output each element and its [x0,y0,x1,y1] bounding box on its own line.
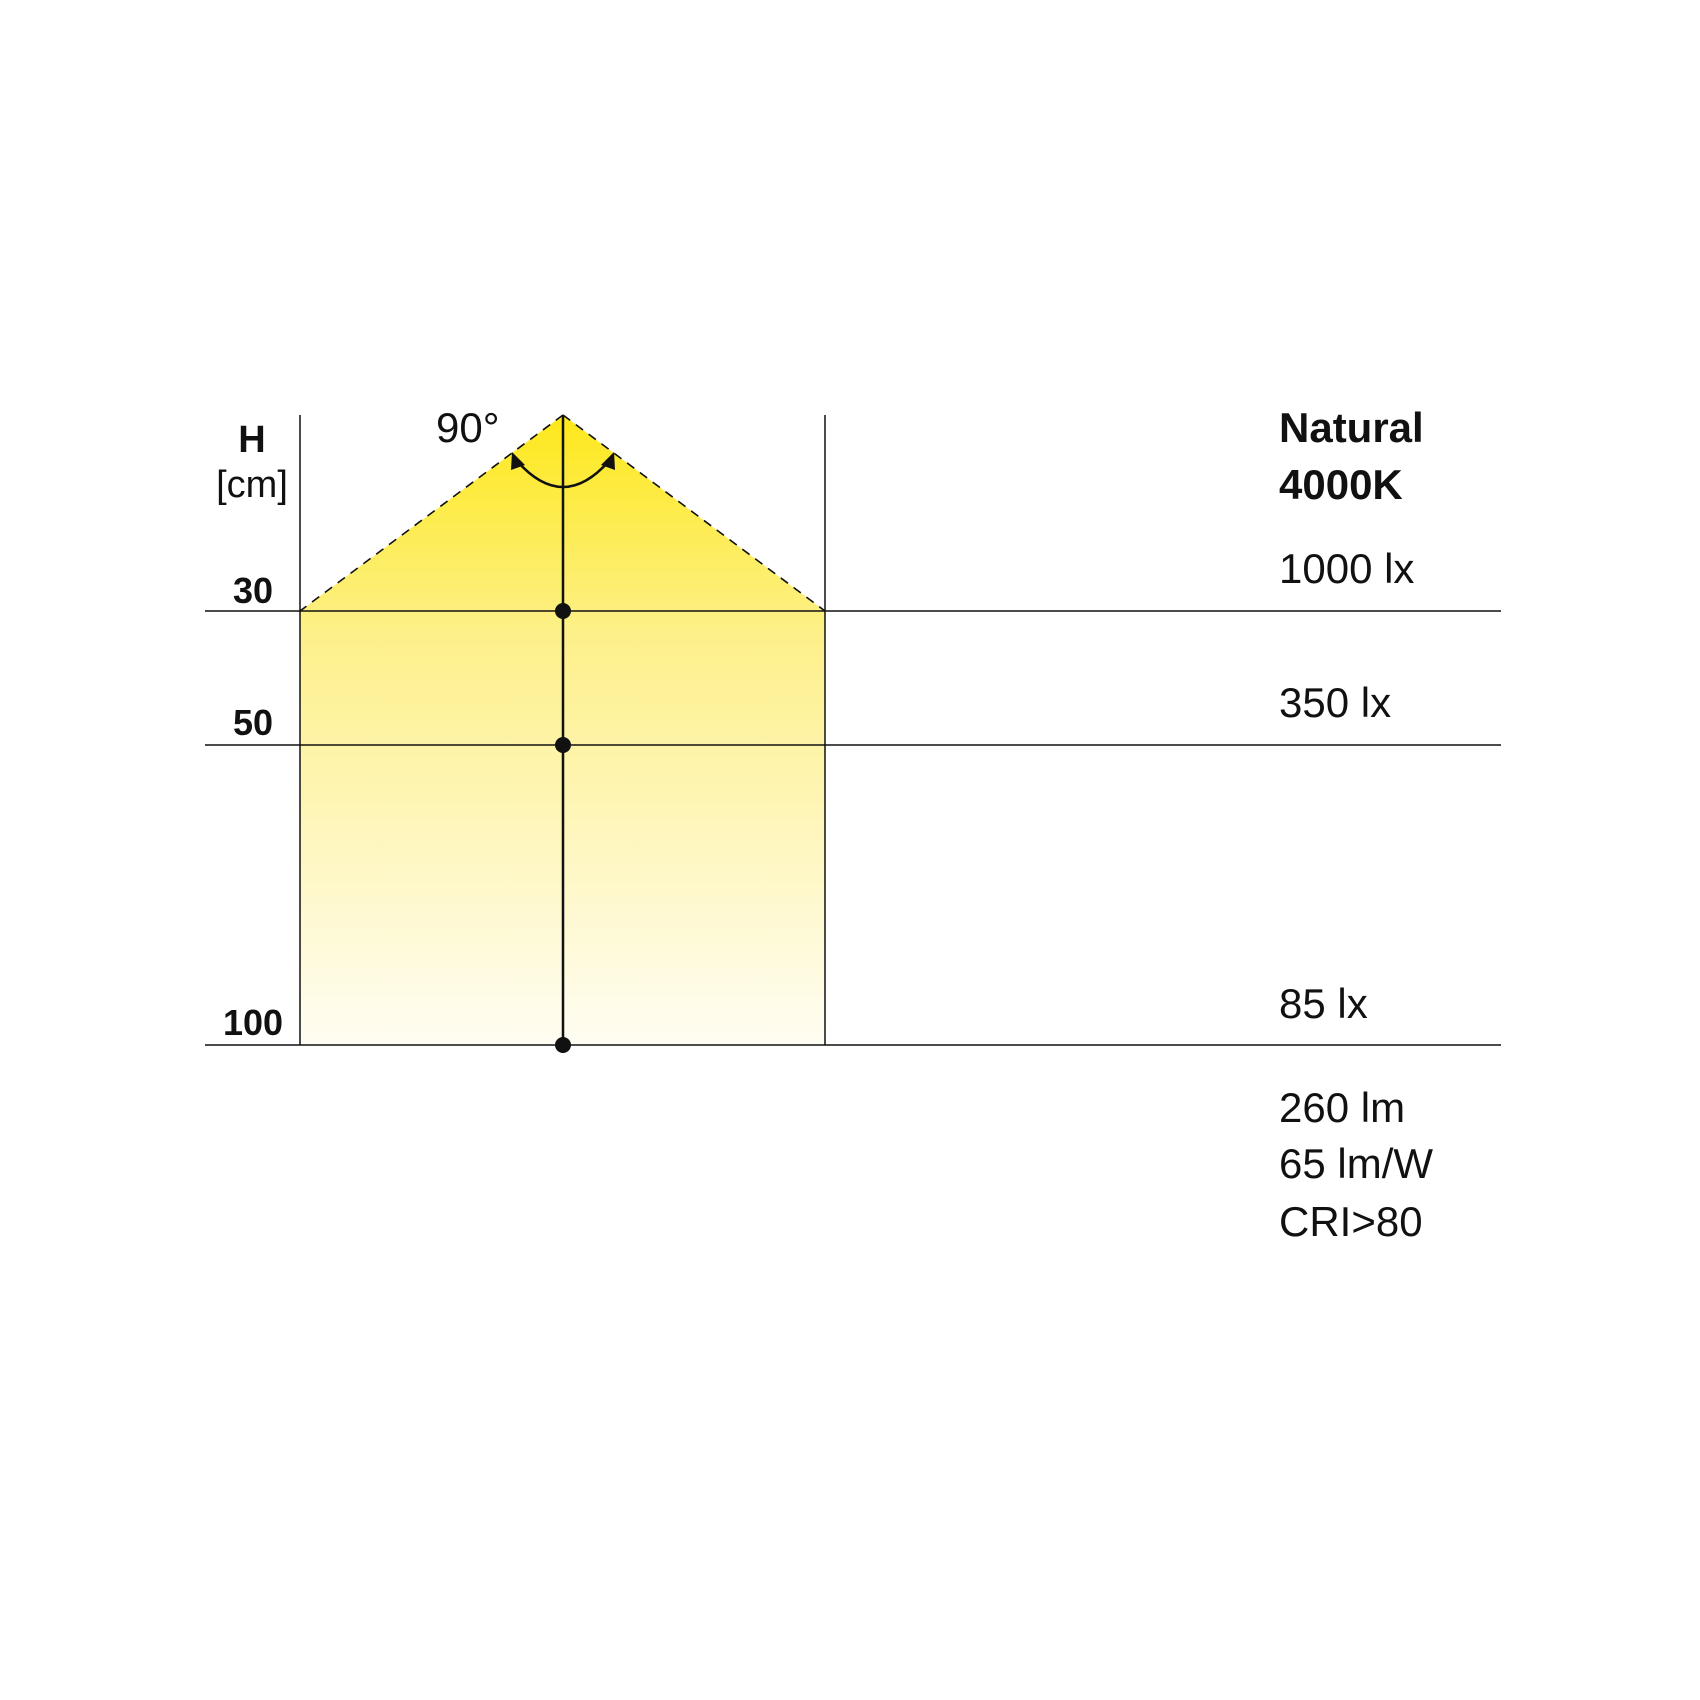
point-100 [555,1037,571,1053]
dashed-beam-left [299,414,564,612]
point-30 [555,603,571,619]
height-label-30: 30 [233,570,273,611]
arrow-right-icon [601,452,615,470]
height-label-50: 50 [233,702,273,743]
illuminance-50: 350 lx [1279,679,1391,726]
beam-angle-label: 90° [436,404,500,451]
height-label-100: 100 [223,1002,283,1043]
illuminance-30: 1000 lx [1279,545,1414,592]
axis-unit: [cm] [216,464,288,506]
spec-cri: CRI>80 [1279,1198,1423,1245]
axis-label: H [238,419,265,461]
title-line2: 4000K [1279,461,1403,508]
dashed-beam-right [562,414,826,612]
angle-arc [516,460,610,489]
title-line1: Natural [1279,404,1424,451]
arrow-left-icon [511,452,525,470]
spec-efficacy: 65 lm/W [1279,1140,1433,1187]
spec-flux: 260 lm [1279,1084,1405,1131]
point-50 [555,737,571,753]
illuminance-100: 85 lx [1279,980,1368,1027]
